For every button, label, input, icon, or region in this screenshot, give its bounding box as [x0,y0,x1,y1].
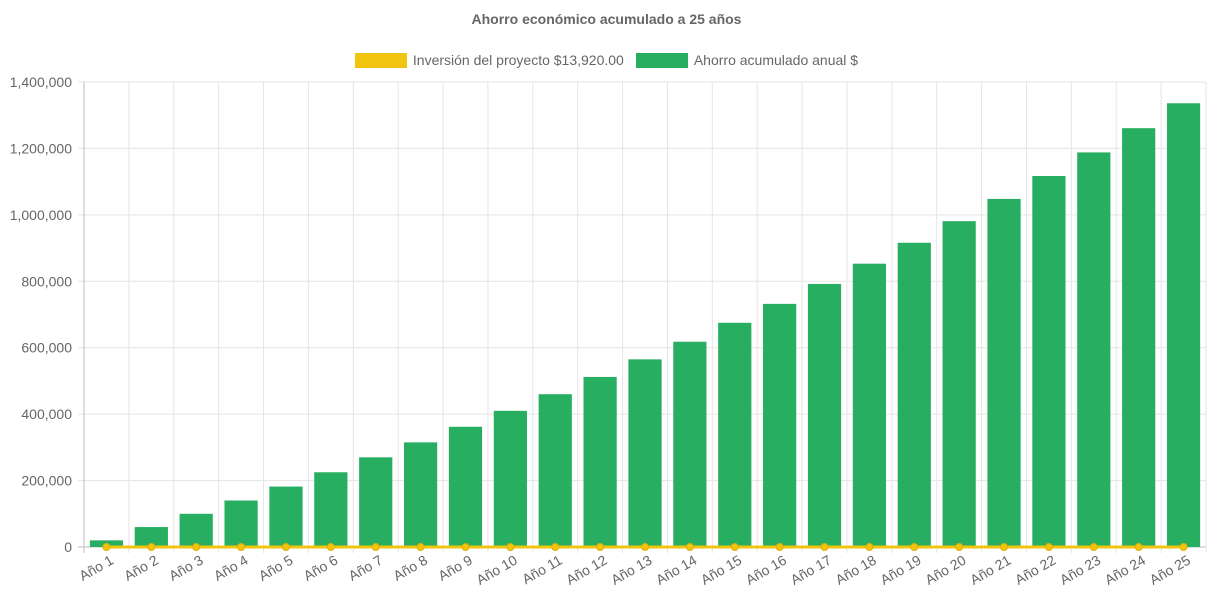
x-tick-label: Año 8 [390,552,430,584]
bar-ahorro [269,486,303,547]
legend-item-ahorro[interactable]: Ahorro acumulado anual $ [635,52,859,68]
point-inversion [237,543,246,551]
y-tick-label: 0 [64,539,72,555]
bar-ahorro [1166,103,1201,547]
point-inversion [685,543,694,551]
bar-ahorro [852,263,887,547]
x-tick-label: Año 9 [435,552,475,584]
bar-ahorro [718,322,752,547]
point-inversion [596,543,605,551]
x-tick-label: Año 23 [1057,552,1104,588]
point-inversion [281,543,290,551]
point-inversion [506,543,515,551]
point-inversion [1179,543,1188,551]
bar-ahorro [359,457,393,547]
point-inversion [192,543,201,551]
point-inversion [1134,543,1143,551]
x-tick-label: Año 19 [877,552,924,588]
x-tick-label: Año 25 [1147,552,1194,588]
point-inversion [910,543,919,551]
x-tick-label: Año 21 [967,552,1014,588]
point-inversion [102,543,111,551]
x-tick-label: Año 24 [1102,552,1149,588]
point-inversion [775,543,784,551]
point-inversion [461,543,470,551]
point-inversion [1089,543,1098,551]
x-tick-label: Año 5 [256,552,296,584]
point-inversion [1000,543,1009,551]
x-tick-label: Año 3 [166,552,206,584]
point-inversion [820,543,829,551]
y-tick-label: 1,200,000 [10,140,72,156]
x-tick-label: Año 11 [519,552,565,588]
bar-ahorro [897,242,931,547]
x-tick-label: Año 20 [922,552,969,588]
bar-ahorro [628,359,662,547]
x-tick-label: Año 2 [121,552,161,584]
chart-legend: Inversión del proyecto $13,920.00 Ahorro… [0,52,1213,68]
legend-swatch-inversion [354,52,407,68]
point-inversion [147,543,156,551]
x-tick-label: Año 22 [1012,552,1059,588]
point-inversion [1044,543,1053,551]
bar-ahorro [493,410,527,547]
point-inversion [551,543,560,551]
bar-ahorro [583,376,617,547]
bar-ahorro [224,500,258,547]
chart-title: Ahorro económico acumulado a 25 años [471,11,742,27]
y-tick-label: 400,000 [21,406,72,422]
bar-ahorro [1032,175,1066,547]
bar-ahorro [538,394,572,547]
x-tick-label: Año 12 [563,552,610,588]
bar-ahorro [987,198,1021,547]
x-tick-label: Año 10 [473,552,520,588]
bar-ahorro [314,472,348,547]
x-tick-label: Año 7 [346,552,386,584]
legend-label-inversion: Inversión del proyecto $13,920.00 [412,52,624,68]
y-tick-label: 800,000 [21,273,72,289]
point-inversion [730,543,739,551]
point-inversion [955,543,964,551]
point-inversion [326,543,335,551]
x-tick-label: Año 6 [301,552,341,584]
bar-ahorro [179,513,213,547]
bar-ahorro [807,283,842,547]
bar-ahorro [134,527,168,547]
bar-ahorro [448,426,483,547]
x-tick-label: Año 4 [211,552,251,584]
bar-ahorro [403,442,438,547]
x-tick-label: Año 17 [788,552,835,588]
point-inversion [865,543,874,551]
x-tick-label: Año 14 [653,552,700,588]
bar-ahorro [1122,128,1156,548]
bar-ahorro [942,221,976,548]
legend-swatch-ahorro [635,52,688,68]
point-inversion [641,543,649,551]
x-tick-label: Año 16 [743,552,790,588]
x-tick-label: Año 15 [698,552,745,588]
legend-label-ahorro: Ahorro acumulado anual $ [693,52,859,68]
legend-item-inversion[interactable]: Inversión del proyecto $13,920.00 [354,52,624,68]
bar-ahorro [763,303,797,547]
y-tick-label: 1,000,000 [10,207,72,223]
x-tick-label: Año 1 [76,552,116,584]
point-inversion [416,543,425,551]
x-tick-label: Año 13 [608,552,655,588]
bar-ahorro [1077,152,1111,547]
point-inversion [371,543,380,551]
bar-ahorro [673,341,707,547]
y-tick-label: 200,000 [21,473,72,489]
y-tick-label: 600,000 [21,340,72,356]
y-tick-label: 1,400,000 [10,74,72,90]
x-tick-label: Año 18 [832,552,879,588]
